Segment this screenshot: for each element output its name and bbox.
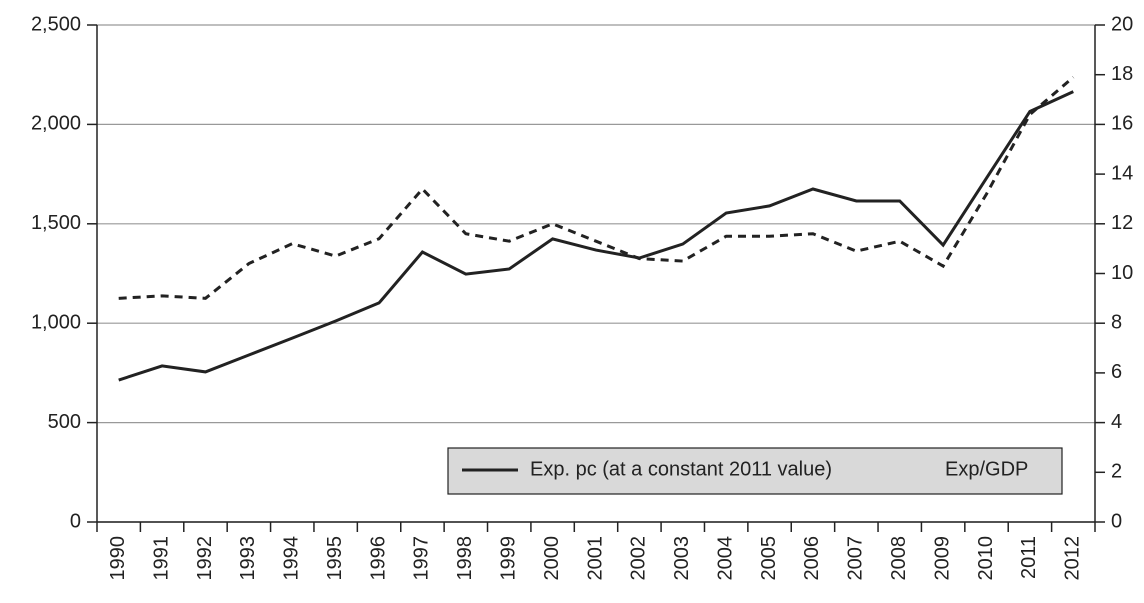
line-series bbox=[118, 90, 1074, 382]
x-tick-label: 1990 bbox=[107, 536, 129, 581]
x-tick-label: 2001 bbox=[584, 536, 606, 581]
legend-label: Exp/GDP bbox=[945, 458, 1028, 480]
y2-tick-label: 18 bbox=[1111, 63, 1133, 85]
x-tick-label: 2008 bbox=[888, 536, 910, 581]
line-series bbox=[118, 76, 1075, 300]
y-tick-label: 1,500 bbox=[31, 212, 81, 234]
x-tick-label: 2004 bbox=[714, 536, 736, 581]
x-tick-label: 1995 bbox=[324, 536, 346, 581]
x-tick-label: 1998 bbox=[454, 536, 476, 581]
y2-tick-label: 6 bbox=[1111, 361, 1122, 383]
x-tick-label: 2006 bbox=[801, 536, 823, 581]
x-tick-label: 1997 bbox=[411, 536, 433, 581]
y2-tick-label: 16 bbox=[1111, 113, 1133, 135]
x-tick-label: 1994 bbox=[281, 536, 303, 581]
x-tick-label: 2005 bbox=[758, 536, 780, 581]
legend-label: Exp. pc (at a constant 2011 value) bbox=[530, 458, 832, 480]
x-tick-label: 2000 bbox=[541, 536, 563, 581]
x-tick-label: 1993 bbox=[237, 536, 259, 581]
y2-tick-label: 20 bbox=[1111, 13, 1133, 35]
legend: Exp. pc (at a constant 2011 value) Exp/GD… bbox=[447, 447, 1063, 495]
y2-tick-label: 2 bbox=[1111, 461, 1122, 483]
x-tick-label: 2010 bbox=[975, 536, 997, 581]
x-tick-label: 2009 bbox=[931, 536, 953, 581]
y-tick-label: 2,000 bbox=[31, 113, 81, 135]
x-tick-label: 2003 bbox=[671, 536, 693, 581]
y2-tick-label: 4 bbox=[1111, 411, 1122, 433]
y2-tick-label: 8 bbox=[1111, 311, 1122, 333]
y-tick-label: 1,000 bbox=[31, 311, 81, 333]
y2-tick-label: 14 bbox=[1111, 162, 1133, 184]
x-tick-label: 2007 bbox=[845, 536, 867, 581]
legend-box bbox=[447, 447, 1063, 495]
x-tick-label: 1999 bbox=[497, 536, 519, 581]
y-tick-label: 0 bbox=[70, 510, 81, 532]
y2-tick-label: 12 bbox=[1111, 212, 1133, 234]
x-tick-label: 1996 bbox=[367, 536, 389, 581]
x-tick-label: 2002 bbox=[628, 536, 650, 581]
x-tick-label: 1992 bbox=[194, 536, 216, 581]
y-tick-label: 2,500 bbox=[31, 13, 81, 35]
y2-tick-label: 10 bbox=[1111, 262, 1133, 284]
x-tick-label: 1991 bbox=[150, 536, 172, 581]
y-tick-label: 500 bbox=[48, 411, 81, 433]
x-tick-label: 2011 bbox=[1018, 536, 1040, 579]
x-tick-label: 2012 bbox=[1062, 536, 1084, 581]
y2-tick-label: 0 bbox=[1111, 510, 1122, 532]
